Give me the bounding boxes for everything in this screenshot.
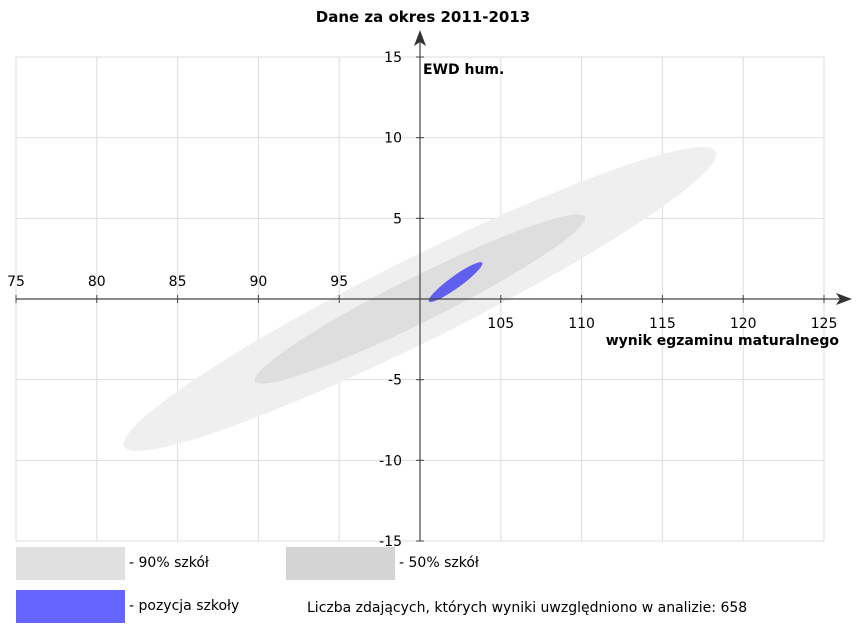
y-tick-label-10: 10 [384,131,402,147]
y-axis-label: EWD hum. [423,62,504,78]
y-axis-arrow [414,30,426,46]
tick-labels: 75 80 85 90 95 105 110 115 120 125 -15 -10 -5 5 10 15 [7,50,837,546]
y-tick-label--15: -15 [379,534,402,546]
legend-label-50: - 50% szkół [399,555,479,571]
y-tick-label-15: 15 [384,50,402,66]
x-tick-label-120: 120 [730,316,757,332]
x-tick-label-115: 115 [649,316,676,332]
x-tick-label-85: 85 [169,274,187,290]
x-tick-label-105: 105 [487,316,514,332]
chart: 75 80 85 90 95 105 110 115 120 125 -15 -10 -5 5 10 15 D… [7,8,852,546]
x-tick-label-90: 90 [249,274,267,290]
x-tick-label-110: 110 [568,316,595,332]
legend-label-school: - pozycja szkoły [129,598,240,614]
y-tick-label--5: -5 [388,373,402,389]
legend-swatch-school [16,590,125,623]
x-tick-label-125: 125 [811,316,838,332]
legend-swatch-90 [16,547,125,580]
y-tick-label-5: 5 [393,211,402,227]
legend-swatch-50 [286,547,395,580]
region-school [428,262,483,303]
respondents-count-note: Liczba zdających, których wyniki uwzględ… [307,600,748,616]
axes [15,30,852,542]
x-axis-label: wynik egzaminu maturalnego [606,333,840,349]
x-axis-arrow [836,293,852,305]
chart-title: Dane za okres 2011-2013 [316,8,530,26]
legend-label-90: - 90% szkół [129,555,209,571]
x-tick-label-80: 80 [88,274,106,290]
y-tick-label--10: -10 [379,453,402,469]
x-tick-label-75: 75 [7,274,25,290]
x-tick-label-95: 95 [330,274,348,290]
